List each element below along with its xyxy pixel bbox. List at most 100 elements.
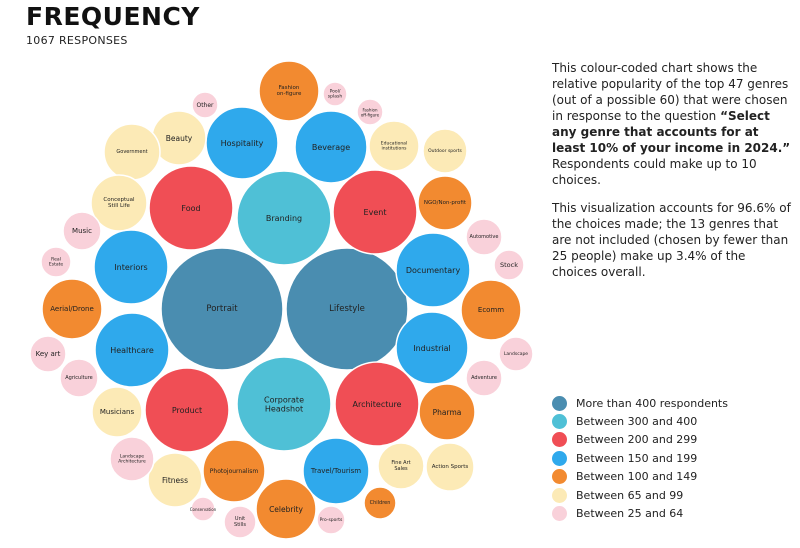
bubble-circle [258, 60, 320, 122]
legend-swatch [552, 487, 567, 503]
bubble-travel-tourism: Travel/Tourism [302, 437, 370, 505]
legend-label: Between 25 and 64 [576, 507, 684, 521]
bubble-label: Action Sports [432, 464, 469, 470]
bubble-circle [190, 496, 216, 522]
legend-item: Between 200 and 299 [552, 431, 792, 449]
bubble-fine-art-sales: Fine Art Sales [377, 442, 425, 490]
bubble-circle [294, 110, 368, 184]
bubble-circle [91, 386, 143, 438]
bubble-label: Pharma [433, 408, 462, 417]
bubble-circle [356, 98, 384, 126]
bubble-label: Pool/splash [328, 88, 343, 99]
bubble-educational-institutions: Educational institutions [368, 120, 420, 172]
bubble-label: Documentary [406, 266, 461, 275]
bubble-product: Product [144, 367, 230, 453]
bubble-chart: Portrait Lifestyle Branding Corporate Headsh… [29, 60, 534, 540]
bubble-label: Interiors [114, 263, 147, 272]
bubble-label: Portrait [206, 304, 238, 314]
bubble-label: Fine Art Sales [391, 460, 410, 472]
bubble-government: Government [103, 123, 161, 181]
bubble-label: Pro-sports [320, 517, 343, 523]
bubble-landscape-architecture: Landscape Architecture [109, 436, 155, 482]
bubble-lifestyle: Lifestyle [285, 247, 409, 371]
bubble-pro-sports: Pro-sports [316, 505, 346, 535]
bubble-branding: Branding [236, 170, 332, 266]
bubble-adventure: Adventure [465, 359, 503, 397]
bubble-label: Hospitality [221, 139, 264, 148]
bubble-label: Agriculture [65, 375, 93, 381]
bubble-label: Automotive [470, 234, 499, 240]
bubble-circle [29, 335, 67, 373]
bubble-circle [223, 505, 257, 539]
bubble-circle [94, 312, 170, 388]
legend-swatch [552, 450, 567, 466]
bubble-circle [425, 442, 475, 492]
bubble-beverage: Beverage [294, 110, 368, 184]
bubble-interiors: Interiors [93, 229, 169, 305]
legend-label: Between 65 and 99 [576, 488, 684, 502]
legend: More than 400 respondents Between 300 and… [552, 394, 792, 523]
legend-item: Between 25 and 64 [552, 504, 792, 522]
bubble-label: Beverage [312, 143, 350, 152]
bubble-circle [460, 279, 522, 341]
bubble-circle [285, 247, 409, 371]
bubble-hospitality: Hospitality [205, 106, 279, 180]
bubble-label: Aerial/Drone [50, 305, 94, 313]
bubble-event: Event [332, 169, 418, 255]
description: This colour-coded chart shows the relati… [552, 60, 792, 292]
bubble-circle [493, 249, 525, 281]
bubble-label: Conservation [190, 507, 217, 512]
description-text: This colour-coded chart shows the relati… [552, 61, 789, 123]
bubble-children: Children [363, 486, 397, 520]
bubble-label: Fashion off-figure [361, 107, 380, 117]
legend-swatch [552, 469, 567, 485]
bubble-fashion-off-figure: Fashion off-figure [356, 98, 384, 126]
bubble-label: Music [72, 227, 92, 235]
chart-title: FREQUENCY [26, 2, 200, 31]
bubble-circle [144, 367, 230, 453]
bubble-circle [418, 383, 476, 441]
legend-label: Between 300 and 400 [576, 415, 698, 429]
bubble-music: Music [62, 211, 102, 251]
bubble-label: Fashion on-figure [277, 85, 302, 97]
bubble-conservation: Conservation [190, 496, 217, 522]
bubble-key-art: Key art [29, 335, 67, 373]
bubble-label: Landscape [504, 351, 528, 357]
bubble-circle [148, 165, 234, 251]
bubble-agriculture: Agriculture [59, 358, 99, 398]
description-question: “Select any genre that accounts for at l… [552, 109, 791, 155]
bubble-label: Key art [36, 350, 61, 358]
bubble-circle [377, 442, 425, 490]
bubble-circle [41, 278, 103, 340]
bubble-circle [160, 247, 284, 371]
bubble-circle [316, 505, 346, 535]
legend-label: Between 150 and 199 [576, 451, 698, 465]
description-text: Respondents could make up to 10 choices. [552, 157, 757, 187]
bubble-landscape: Landscape [498, 336, 534, 372]
bubble-musicians: Musicians [91, 386, 143, 438]
bubble-label: Conceptual Still Life [103, 197, 135, 209]
legend-label: Between 200 and 299 [576, 433, 698, 447]
legend-item: Between 150 and 199 [552, 449, 792, 467]
bubble-circle [236, 170, 332, 266]
bubble-label: Product [172, 406, 202, 415]
bubble-ecomm: Ecomm [460, 279, 522, 341]
legend-swatch [552, 395, 567, 411]
bubble-circle [334, 361, 420, 447]
bubble-label: Unit Stills [234, 516, 246, 528]
bubble-label: Corporate Headshot [264, 395, 304, 413]
bubble-circle [363, 486, 397, 520]
bubble-portrait: Portrait [160, 247, 284, 371]
bubble-label: Adventure [471, 375, 497, 381]
bubble-real-estate: Real Estate [40, 246, 72, 278]
bubble-pharma: Pharma [418, 383, 476, 441]
bubble-label: Stock [500, 261, 518, 269]
description-paragraph-2: This visualization accounts for 96.6% of… [552, 201, 791, 279]
bubble-circle [322, 81, 348, 107]
bubble-conceptual-still-life: Conceptual Still Life [90, 174, 148, 232]
bubble-circle [395, 311, 469, 385]
bubble-label: Travel/Tourism [310, 467, 361, 475]
bubble-circle [465, 218, 503, 256]
bubble-label: Musicians [100, 408, 135, 416]
chart-subtitle: 1067 RESPONSES [26, 34, 128, 47]
